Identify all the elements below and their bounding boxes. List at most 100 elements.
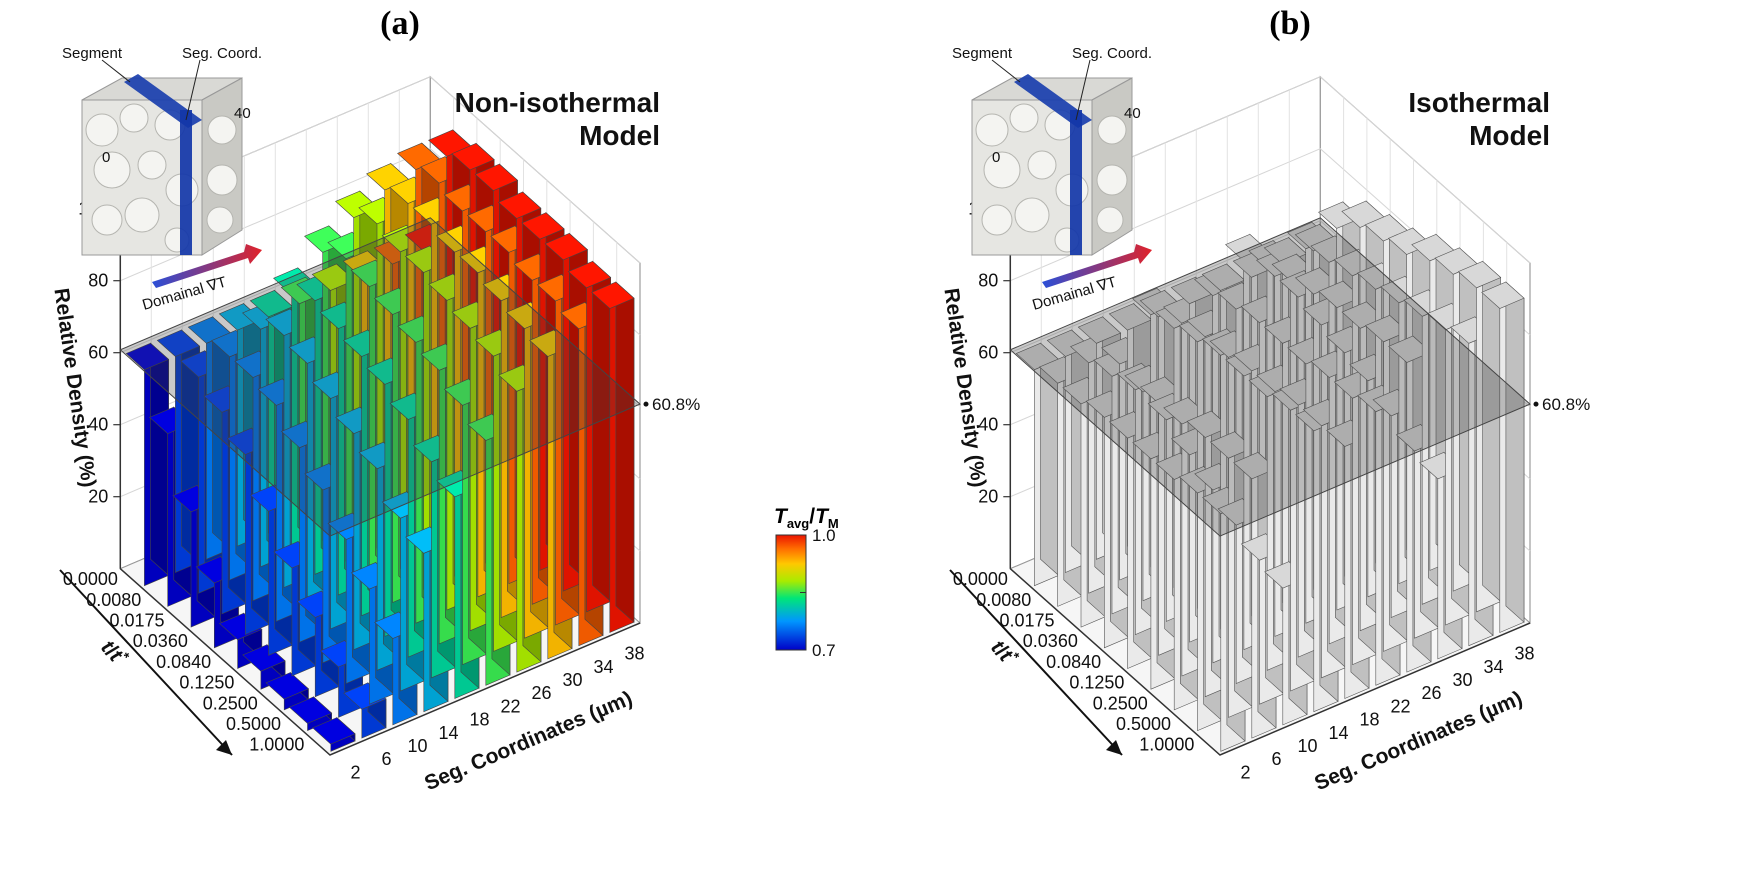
plot-area-a: 60.8%20406080100Relative Density (%)2610… — [49, 45, 700, 795]
bar-top-face — [1077, 316, 1122, 344]
inset-segment-vertical — [180, 110, 192, 255]
reference-marker — [1533, 401, 1539, 407]
bar-top-face — [1457, 260, 1502, 289]
y-tick-label: 0.0175 — [999, 610, 1054, 630]
bars — [1015, 200, 1525, 752]
y-tick-label: 0.0175 — [109, 610, 164, 630]
inset-particle — [1027, 150, 1057, 180]
bar-top-face — [1108, 303, 1153, 331]
colorbar-title-t: T — [774, 505, 789, 528]
base-edge — [119, 568, 641, 756]
y-axis-arrowhead — [216, 740, 232, 755]
inset-particle — [1014, 197, 1050, 233]
reference-plane — [1009, 217, 1531, 537]
y-tick-label: 0.0000 — [63, 569, 118, 589]
inset-coord-leader — [185, 59, 201, 121]
x-tick-label: 18 — [469, 710, 489, 730]
z-tick-label: 40 — [978, 415, 998, 435]
z-tick-label: 20 — [978, 487, 998, 507]
inset-particle — [975, 113, 1009, 147]
colorbar-title: Tavg/TM — [774, 505, 839, 531]
y-tick-label: 0.0360 — [1023, 631, 1078, 651]
x-tick-label: 2 — [1240, 762, 1250, 782]
y-axis-arrowhead — [1106, 740, 1122, 755]
inset-segment-label: Segment — [62, 45, 123, 62]
colorbar-min-label: 0.7 — [812, 641, 836, 660]
panel-b-isothermal: (b)60.8%20406080100Relative Density (%)2… — [939, 5, 1590, 795]
panel-a-non-isothermal: (a)60.8%20406080100Relative Density (%)2… — [49, 5, 838, 795]
model-title-line2: Model — [1469, 120, 1550, 151]
inset-particle — [93, 151, 131, 189]
z-tick-label: 80 — [978, 271, 998, 291]
bar-2-1.0000 — [312, 716, 356, 752]
bar-side-face — [1505, 281, 1525, 623]
colorbar-title-slash: / — [809, 505, 815, 528]
x-tick-label: 34 — [593, 657, 613, 677]
x-tick-label: 30 — [1452, 670, 1472, 690]
inset-segment-label: Segment — [952, 45, 1013, 62]
panel-a-label: (a) — [380, 5, 420, 42]
bars — [125, 129, 635, 752]
bar-2-0.0840 — [218, 612, 263, 669]
inset-particle — [983, 151, 1021, 189]
z-tick-label: 60 — [88, 343, 108, 363]
bar-top-face — [125, 342, 170, 371]
x-tick-label: 10 — [1297, 736, 1317, 756]
x-tick-label: 6 — [381, 749, 391, 769]
y-tick-label: 0.0840 — [156, 652, 211, 672]
plot-area-b: 60.8%20406080100Relative Density (%)2610… — [939, 45, 1590, 795]
z-tick-label: 80 — [88, 271, 108, 291]
model-title-line1: Isothermal — [1408, 87, 1550, 118]
z-tick-label: 60 — [978, 343, 998, 363]
bar-38-0.5000 — [1457, 260, 1502, 613]
model-title-line2: Model — [579, 120, 660, 151]
bar-top-face — [312, 717, 356, 745]
base-edge — [1009, 568, 1531, 756]
colorbar-title-tm: T — [815, 505, 830, 528]
inset-particle — [119, 103, 149, 133]
x-tick-label: 14 — [1328, 723, 1348, 743]
inset-particle — [981, 204, 1013, 236]
inset-particle — [1096, 164, 1128, 196]
bar-top-face — [1170, 276, 1215, 305]
y-tick-label: 1.0000 — [1139, 735, 1194, 755]
bar-2-0.0000 — [1015, 342, 1060, 587]
inset-particle — [206, 164, 238, 196]
x-tick-label: 34 — [1483, 657, 1503, 677]
reference-label: 60.8% — [1542, 395, 1590, 414]
x-tick-label: 14 — [438, 723, 458, 743]
inset-cube — [971, 77, 1133, 256]
bar-2-0.2500 — [265, 671, 309, 711]
reference-label: 60.8% — [652, 395, 700, 414]
colorbar-title-m: M — [828, 516, 839, 531]
inset-segment-leader — [991, 59, 1021, 83]
reference-marker — [643, 401, 649, 407]
x-tick-label: 38 — [1514, 644, 1534, 664]
y-tick-label: 0.5000 — [1116, 714, 1171, 734]
inset-coord-leader — [1075, 59, 1091, 121]
bar-top-face — [521, 212, 565, 240]
bar-top-face — [156, 329, 201, 357]
bar-2-0.5000 — [288, 696, 333, 732]
bar-top-face — [567, 260, 612, 289]
bar-top-face — [1318, 201, 1362, 229]
bar-top-face — [1201, 263, 1246, 291]
bar-top-face — [343, 682, 387, 710]
bar-top-face — [265, 672, 309, 700]
bar-top-face — [474, 163, 519, 191]
y-tick-label: 0.2500 — [1093, 693, 1148, 713]
inset-particle — [1097, 115, 1127, 145]
y-tick-label: 1.0000 — [249, 735, 304, 755]
inset-gradient-arrow — [1042, 244, 1152, 288]
z-tick-label: 20 — [88, 487, 108, 507]
inset-particle — [137, 150, 167, 180]
y-axis-arrow — [59, 569, 233, 756]
y-tick-label: 0.0840 — [1046, 652, 1101, 672]
bar-top-face — [218, 612, 263, 641]
bar-top-face — [218, 303, 263, 331]
x-tick-label: 2 — [350, 762, 360, 782]
